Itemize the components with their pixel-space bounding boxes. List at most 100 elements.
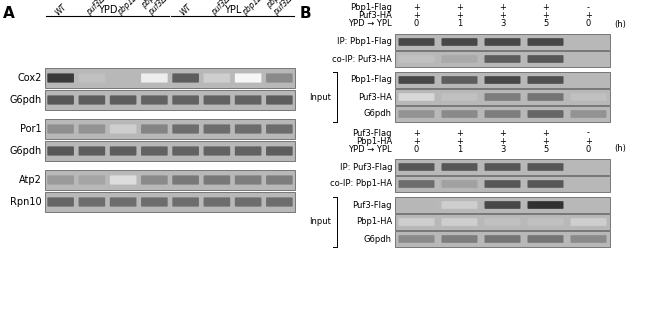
- Text: Cox2: Cox2: [18, 73, 42, 83]
- FancyBboxPatch shape: [441, 180, 478, 188]
- FancyBboxPatch shape: [398, 76, 434, 84]
- Text: YPD → YPL: YPD → YPL: [348, 144, 392, 153]
- Text: pbp1Δ
puf3Δ: pbp1Δ puf3Δ: [265, 0, 296, 17]
- Bar: [395, 34, 610, 50]
- Bar: [45, 170, 295, 190]
- Text: G6pdh: G6pdh: [10, 95, 42, 105]
- FancyBboxPatch shape: [141, 73, 168, 83]
- FancyBboxPatch shape: [79, 124, 105, 133]
- Bar: [45, 192, 295, 212]
- Bar: [395, 106, 610, 122]
- Text: co-IP: Puf3-HA: co-IP: Puf3-HA: [332, 54, 392, 63]
- Bar: [395, 197, 610, 213]
- FancyBboxPatch shape: [47, 95, 74, 105]
- FancyBboxPatch shape: [571, 110, 606, 118]
- FancyBboxPatch shape: [172, 124, 199, 133]
- FancyBboxPatch shape: [441, 235, 478, 243]
- Text: puf3Δ: puf3Δ: [209, 0, 232, 17]
- FancyBboxPatch shape: [484, 235, 521, 243]
- Text: 0: 0: [414, 20, 419, 29]
- Text: +: +: [413, 136, 420, 145]
- Text: 0: 0: [586, 20, 591, 29]
- Text: +: +: [413, 4, 420, 13]
- Text: +: +: [499, 4, 506, 13]
- FancyBboxPatch shape: [110, 146, 136, 156]
- Text: 5: 5: [543, 20, 548, 29]
- Bar: [395, 159, 610, 175]
- Text: +: +: [585, 136, 592, 145]
- Text: Por1: Por1: [20, 124, 42, 134]
- FancyBboxPatch shape: [571, 93, 606, 101]
- FancyBboxPatch shape: [266, 124, 292, 133]
- Text: +: +: [456, 4, 463, 13]
- FancyBboxPatch shape: [528, 55, 564, 63]
- FancyBboxPatch shape: [235, 175, 261, 185]
- FancyBboxPatch shape: [47, 124, 74, 133]
- FancyBboxPatch shape: [47, 146, 74, 156]
- FancyBboxPatch shape: [528, 201, 564, 209]
- Text: Rpn10: Rpn10: [10, 197, 42, 207]
- FancyBboxPatch shape: [203, 146, 230, 156]
- FancyBboxPatch shape: [172, 95, 199, 105]
- Text: Pbp1-HA: Pbp1-HA: [356, 217, 392, 226]
- Text: G6pdh: G6pdh: [364, 110, 392, 119]
- Text: 0: 0: [414, 144, 419, 153]
- FancyBboxPatch shape: [203, 73, 230, 83]
- Text: 0: 0: [586, 144, 591, 153]
- Bar: [395, 51, 610, 67]
- FancyBboxPatch shape: [203, 198, 230, 207]
- Bar: [45, 141, 295, 161]
- FancyBboxPatch shape: [528, 110, 564, 118]
- Text: Puf3-HA: Puf3-HA: [358, 93, 392, 102]
- FancyBboxPatch shape: [110, 95, 136, 105]
- FancyBboxPatch shape: [441, 201, 478, 209]
- Text: -: -: [587, 4, 590, 13]
- Text: YPL: YPL: [224, 5, 241, 15]
- Text: +: +: [499, 12, 506, 21]
- Text: WT: WT: [53, 2, 68, 17]
- FancyBboxPatch shape: [441, 55, 478, 63]
- Bar: [395, 231, 610, 247]
- Text: pbp1Δ: pbp1Δ: [240, 0, 265, 17]
- Text: G6pdh: G6pdh: [364, 234, 392, 243]
- FancyBboxPatch shape: [172, 175, 199, 185]
- Text: 5: 5: [543, 144, 548, 153]
- Text: YPD → YPL: YPD → YPL: [348, 20, 392, 29]
- FancyBboxPatch shape: [441, 93, 478, 101]
- FancyBboxPatch shape: [528, 76, 564, 84]
- Text: (h): (h): [614, 144, 626, 153]
- Text: +: +: [456, 12, 463, 21]
- FancyBboxPatch shape: [398, 55, 434, 63]
- Text: B: B: [300, 6, 311, 21]
- FancyBboxPatch shape: [398, 201, 434, 209]
- FancyBboxPatch shape: [484, 55, 521, 63]
- FancyBboxPatch shape: [484, 163, 521, 171]
- FancyBboxPatch shape: [110, 198, 136, 207]
- Bar: [395, 72, 610, 88]
- Text: Pbp1-Flag: Pbp1-Flag: [350, 4, 392, 13]
- FancyBboxPatch shape: [571, 218, 606, 226]
- FancyBboxPatch shape: [235, 124, 261, 133]
- FancyBboxPatch shape: [203, 124, 230, 133]
- FancyBboxPatch shape: [528, 218, 564, 226]
- FancyBboxPatch shape: [528, 93, 564, 101]
- Text: WT: WT: [178, 2, 193, 17]
- FancyBboxPatch shape: [441, 218, 478, 226]
- FancyBboxPatch shape: [528, 38, 564, 46]
- Text: IP: Puf3-Flag: IP: Puf3-Flag: [339, 162, 392, 172]
- FancyBboxPatch shape: [398, 93, 434, 101]
- Text: +: +: [542, 4, 549, 13]
- FancyBboxPatch shape: [79, 95, 105, 105]
- FancyBboxPatch shape: [141, 146, 168, 156]
- Text: +: +: [542, 136, 549, 145]
- FancyBboxPatch shape: [110, 175, 136, 185]
- FancyBboxPatch shape: [47, 175, 74, 185]
- Bar: [395, 214, 610, 230]
- Text: A: A: [3, 6, 15, 21]
- FancyBboxPatch shape: [203, 175, 230, 185]
- Text: 3: 3: [500, 20, 505, 29]
- FancyBboxPatch shape: [79, 73, 105, 83]
- FancyBboxPatch shape: [528, 180, 564, 188]
- Text: +: +: [585, 12, 592, 21]
- Text: +: +: [499, 128, 506, 137]
